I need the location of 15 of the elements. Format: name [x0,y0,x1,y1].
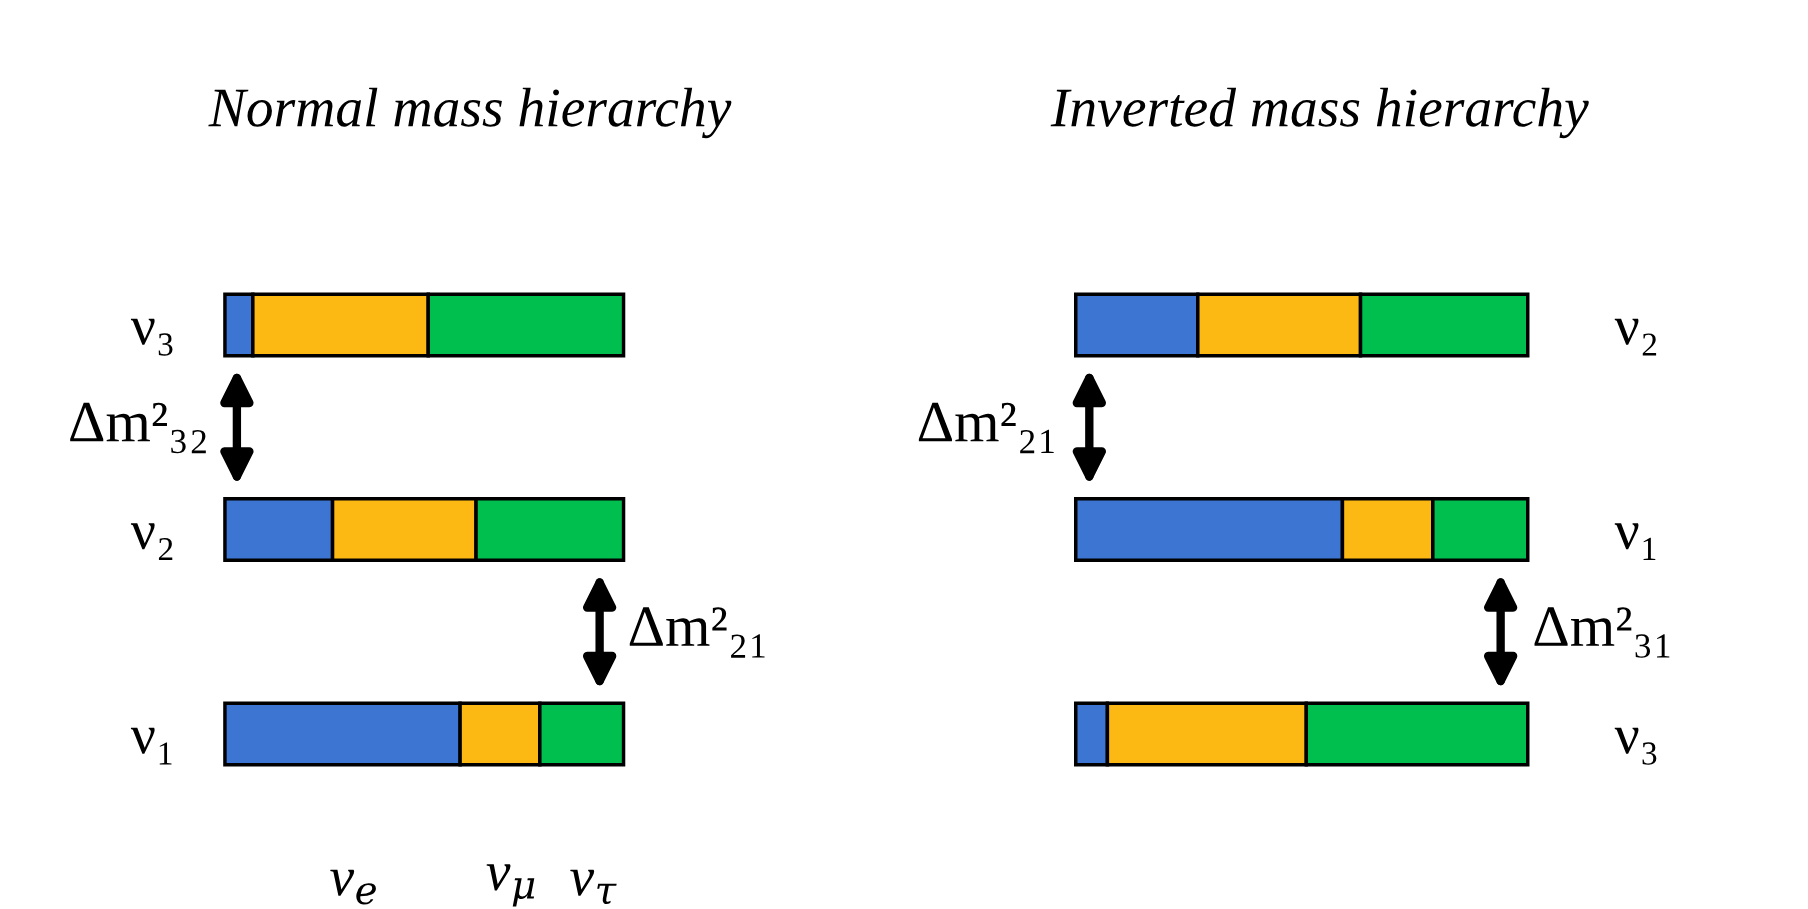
text: Δm²₂₁ [629,607,765,658]
chart-title: Normal mass hierarchy [208,87,732,139]
series-label: ν$_{μ}$ [486,864,535,907]
text: Δm²₃₁ [1534,607,1670,658]
text: Δm²₂₁ [918,402,1054,454]
y-tick-label: ν₂ [130,523,173,561]
y-tick-label: ν₃ [130,318,173,356]
y-tick-label: ν₂ [1614,318,1657,356]
y-tick-label: ν₁ [1614,523,1656,560]
y-tick-label: ν₁ [130,727,172,765]
text: Δm²₃₂ [70,402,206,454]
y-tick-label: ν₃ [1614,727,1657,765]
chart-title: Inverted mass hierarchy [1050,87,1589,139]
series-label: ν$_{τ}$ [570,869,617,905]
series-label: ν$_{e}$ [330,869,376,905]
